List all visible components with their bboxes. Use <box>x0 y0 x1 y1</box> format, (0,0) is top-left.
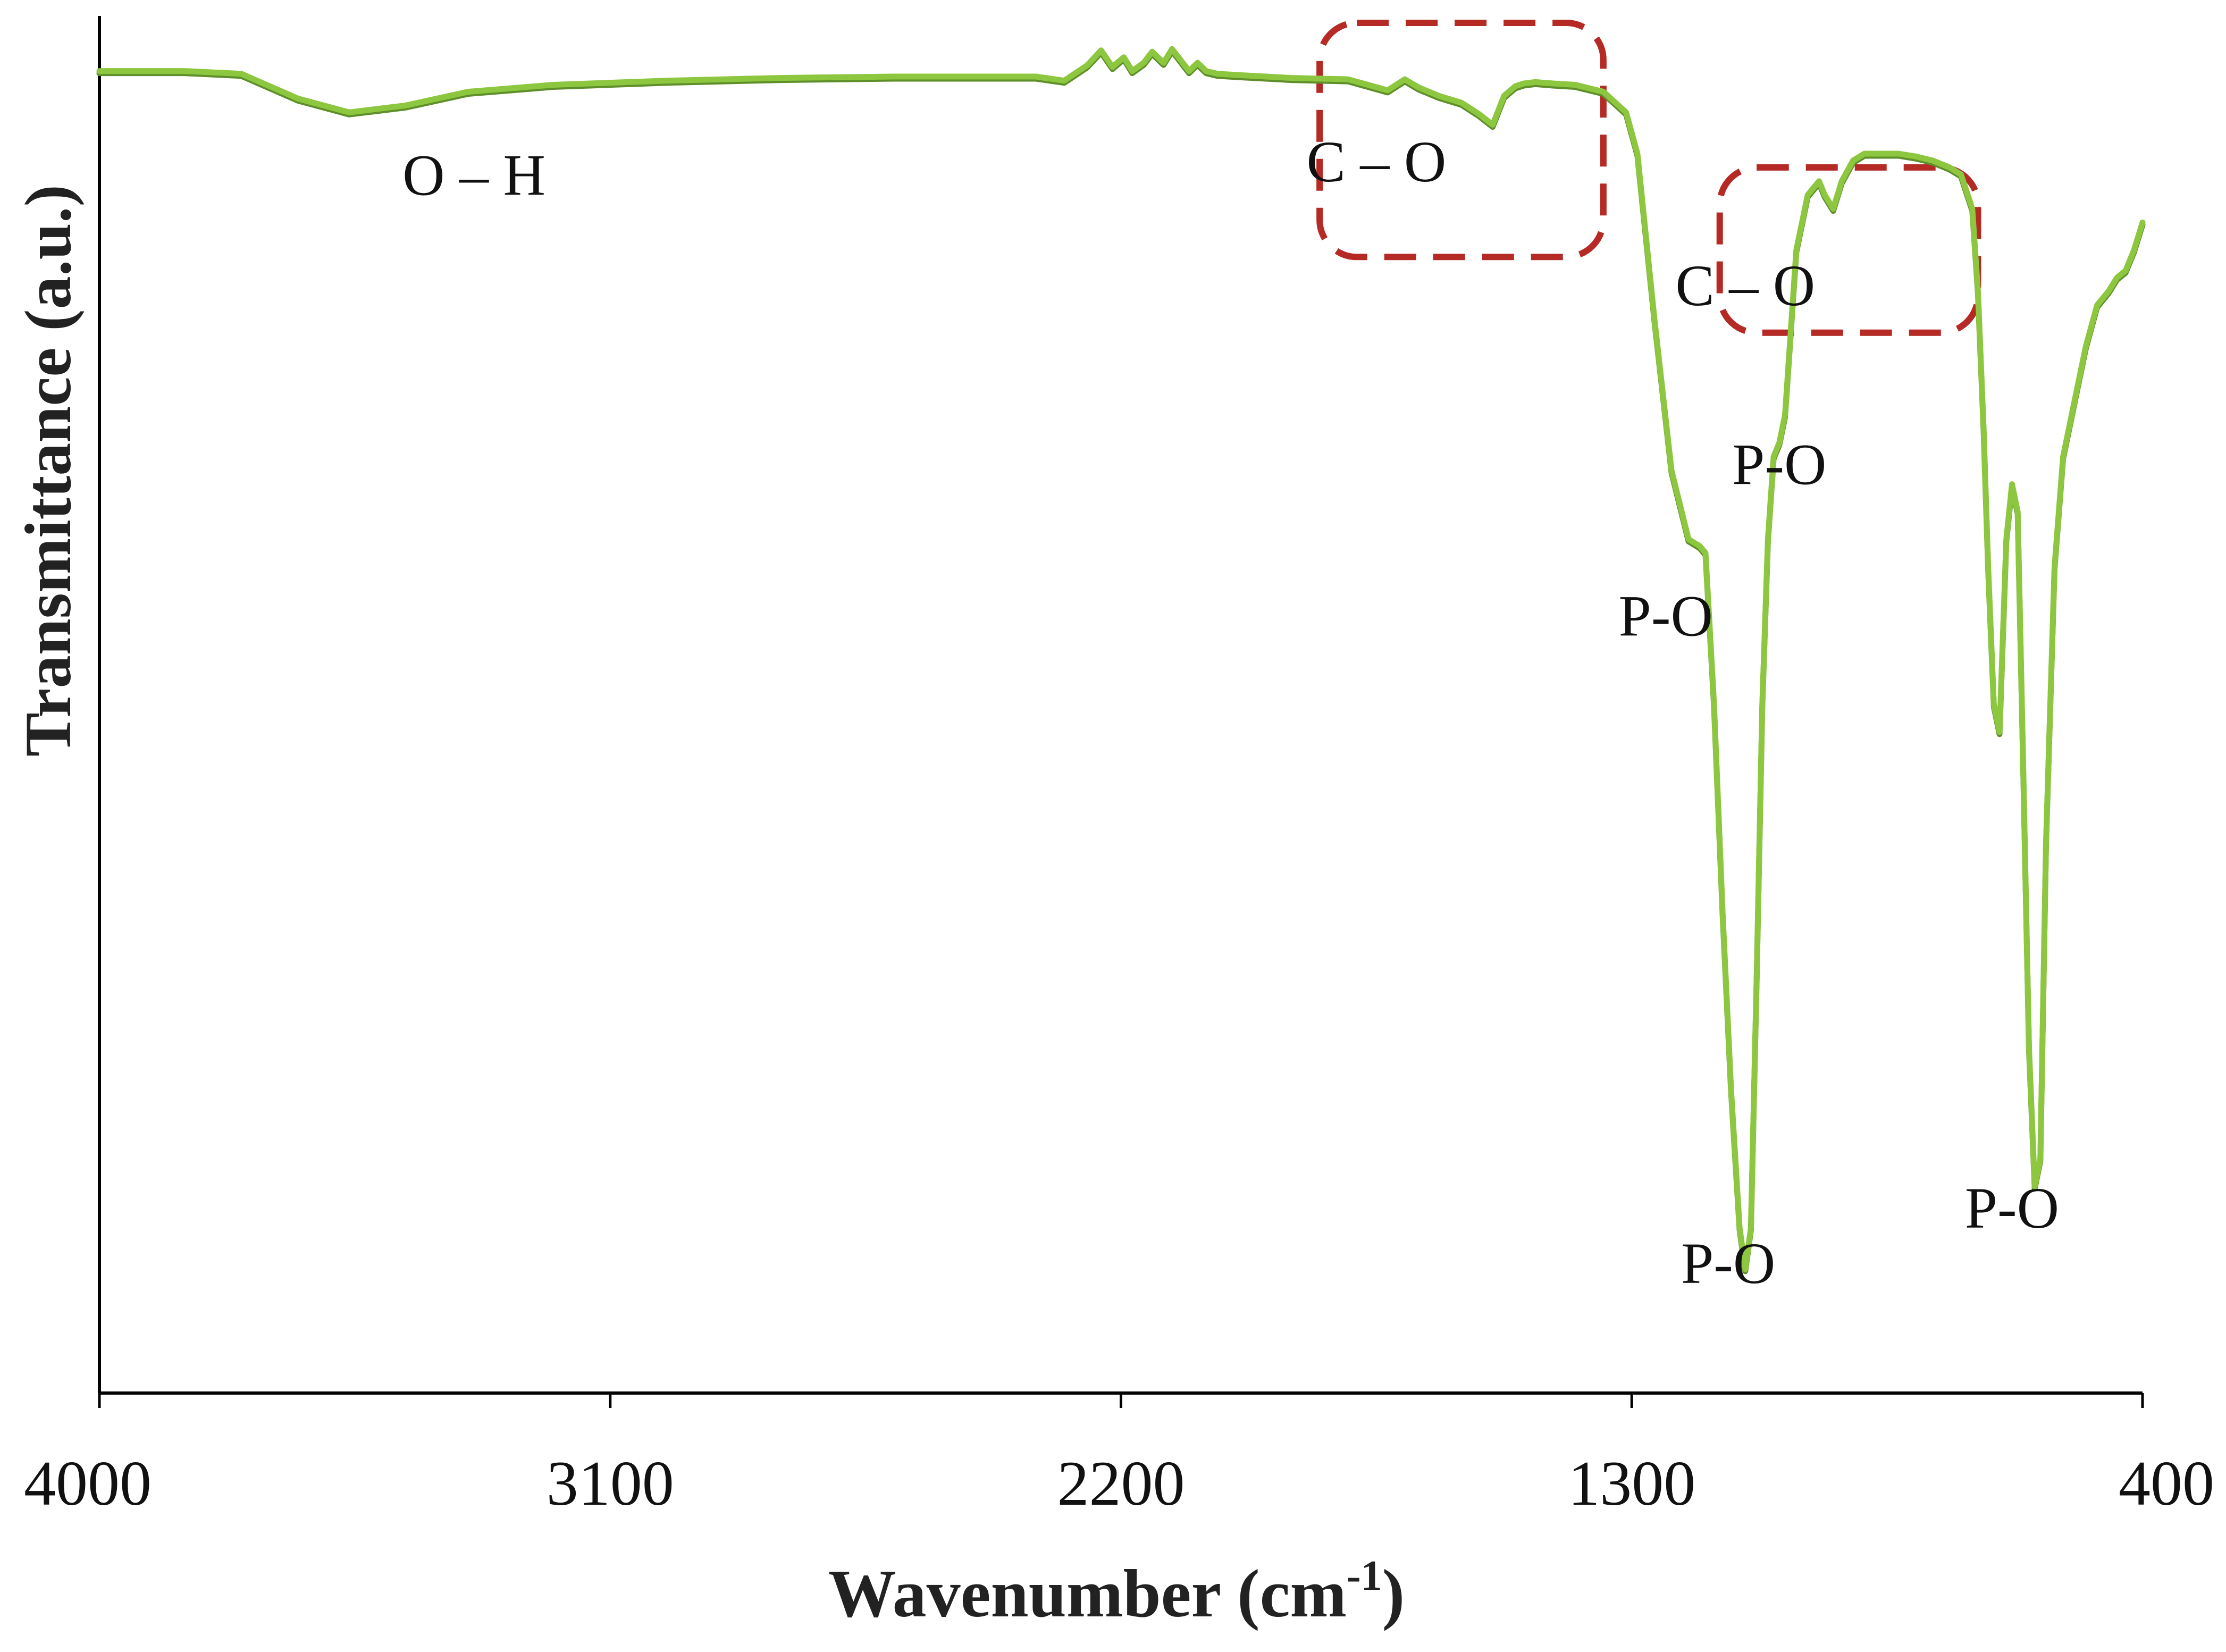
peak-annotation: P-O <box>1965 1176 2059 1240</box>
x-tick-labels: 4000 3100 2200 1300 400 <box>24 1448 2214 1519</box>
x-tick-label: 1300 <box>1568 1448 1695 1519</box>
x-tick-label: 3100 <box>547 1448 674 1519</box>
peak-annotation: C – O <box>1675 253 1815 318</box>
spectrum-line <box>96 46 2146 1272</box>
peak-annotation: P-O <box>1681 1231 1775 1296</box>
peak-annotation: P-O <box>1619 584 1713 649</box>
annotations: O – H C – O C – O P-O P-O P-O P-O <box>402 129 2059 1296</box>
series-group <box>96 46 2146 1274</box>
peak-annotation: O – H <box>402 143 545 208</box>
highlight-boxes <box>1316 19 1981 336</box>
y-axis-label: Transmittance (a.u.) <box>12 185 85 757</box>
x-ticks <box>98 1393 2144 1408</box>
peak-annotation: C – O <box>1306 129 1446 194</box>
spectrum-shadow <box>96 48 2146 1274</box>
x-tick-label: 2200 <box>1057 1448 1185 1519</box>
x-tick-label: 400 <box>2119 1448 2214 1519</box>
x-tick-label: 4000 <box>24 1448 152 1519</box>
x-axis-label: Wavenumber (cm-1) <box>828 1553 1405 1631</box>
peak-annotation: P-O <box>1732 432 1826 497</box>
axes <box>98 16 2143 1395</box>
highlight-box <box>1316 19 1607 261</box>
